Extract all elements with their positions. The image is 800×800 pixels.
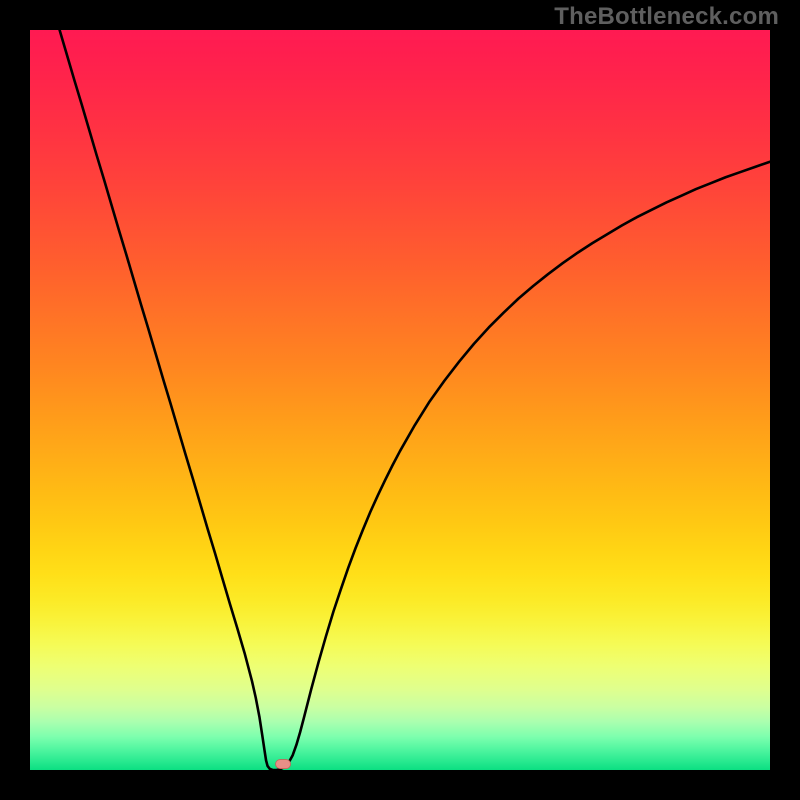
bottleneck-chart bbox=[0, 0, 800, 800]
chart-stage: TheBottleneck.com bbox=[0, 0, 800, 800]
plot-background bbox=[30, 30, 770, 770]
watermark-text: TheBottleneck.com bbox=[554, 3, 779, 31]
minimum-marker bbox=[276, 760, 291, 769]
